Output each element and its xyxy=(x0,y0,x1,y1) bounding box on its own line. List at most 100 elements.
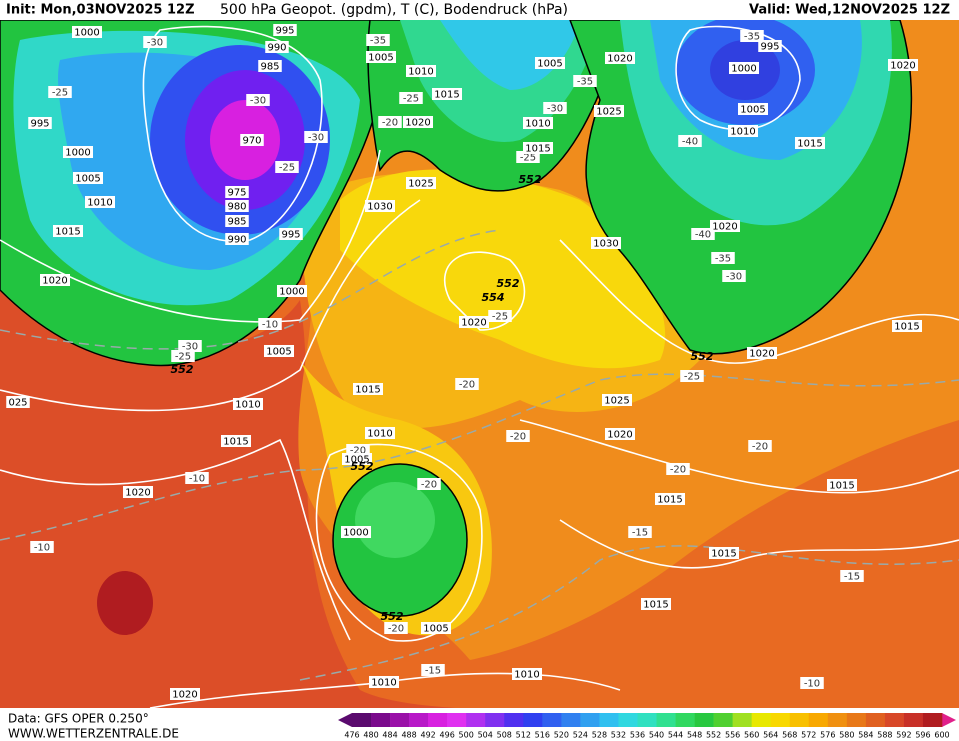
colorbar-label: 524 xyxy=(573,731,588,740)
colorbar-swatch xyxy=(808,713,829,727)
isobar-label-box xyxy=(225,186,249,198)
isobar-label-box xyxy=(40,274,70,286)
isobar xyxy=(0,438,351,641)
website: WWW.WETTERZENTRALE.DE xyxy=(8,727,179,741)
temperature-label-box xyxy=(573,75,597,87)
colorbar-swatch xyxy=(580,713,600,727)
colorbar-swatch xyxy=(485,713,505,727)
colorbar-swatch xyxy=(865,713,886,727)
isobar-label: 1015 xyxy=(223,437,248,448)
temperature-label: -25 xyxy=(492,312,508,323)
colorbar-label: 516 xyxy=(535,731,550,740)
colorbar-label: 592 xyxy=(896,731,911,740)
isobar-label-box xyxy=(728,125,758,137)
isobar-label-box xyxy=(795,137,825,149)
temperature-label: -20 xyxy=(350,446,366,457)
colorbar-swatch xyxy=(922,713,943,727)
isobar-label-box xyxy=(602,394,632,406)
isobar-label: 1005 xyxy=(75,174,100,185)
temperature-label: -35 xyxy=(715,254,731,265)
isobar-label-box xyxy=(758,40,782,52)
temperature-label-box xyxy=(748,440,772,452)
isobar xyxy=(0,149,381,323)
isobar-label-box xyxy=(406,65,436,77)
temperature-label-box xyxy=(275,161,299,173)
isobar-label: 1000 xyxy=(74,28,99,39)
colorbar-label: 600 xyxy=(934,731,949,740)
isobar-label-box xyxy=(170,688,200,700)
isobar-label-box xyxy=(240,134,264,146)
temperature-label-box xyxy=(543,102,567,114)
colorbar-swatch xyxy=(523,713,543,727)
isobar xyxy=(149,672,621,708)
isobar-label-box xyxy=(535,57,565,69)
isobar-label: 990 xyxy=(267,43,286,54)
colorbar-swatch xyxy=(637,713,657,727)
isobar-label-box xyxy=(221,435,251,447)
geopotential-label: 552 xyxy=(351,460,374,473)
isobar-label-box xyxy=(459,316,489,328)
colorbar-label: 560 xyxy=(744,731,759,740)
isobar-label: 1020 xyxy=(712,222,737,233)
temperature-label: -35 xyxy=(370,36,386,47)
colorbar-label: 532 xyxy=(611,731,626,740)
colorbar-label: 580 xyxy=(839,731,854,740)
colorbar-label: 576 xyxy=(820,731,835,740)
temperature-label-box xyxy=(722,270,746,282)
isobar-label-box xyxy=(225,233,249,245)
isobar-label-box xyxy=(605,428,635,440)
temperature-label: -15 xyxy=(632,528,648,539)
isobar-label-box xyxy=(523,117,553,129)
isobar-label-box xyxy=(233,398,263,410)
isobar-label-box xyxy=(123,486,153,498)
colorbar-swatch xyxy=(447,713,467,727)
isobar xyxy=(315,443,483,642)
map: -30-25-30-30-25-35-25-20-30-35-25-40-40-… xyxy=(0,20,959,708)
isobar-label: 1005 xyxy=(740,105,765,116)
init-time: Init: Mon,03NOV2025 12Z xyxy=(6,3,195,18)
temperature-label: -10 xyxy=(189,474,205,485)
geopotential-label: 554 xyxy=(482,291,505,304)
isobar-label-box xyxy=(6,396,30,408)
isobar-label-box xyxy=(738,103,768,115)
temperature-label: -40 xyxy=(695,230,711,241)
temperature-label-box xyxy=(399,92,423,104)
colorbar: 476 480 484 488 492 496 500 504 508 512 516 520 524 5… xyxy=(338,713,956,740)
temperature-label: -25 xyxy=(279,163,295,174)
temperature-label: -15 xyxy=(425,666,441,677)
isobar-label: 970 xyxy=(242,136,261,147)
isobar-label: 1020 xyxy=(607,54,632,65)
temperature-label: -35 xyxy=(744,32,760,43)
temperature-label-box xyxy=(666,463,690,475)
isobar-label-box xyxy=(729,62,759,74)
colorbar-swatch xyxy=(428,713,448,727)
isobar-label: 1020 xyxy=(461,318,486,329)
colorbar-label: 564 xyxy=(763,731,778,740)
isobar-label: 1010 xyxy=(514,670,539,681)
temperature-label: -20 xyxy=(459,380,475,391)
temperature-label-box xyxy=(680,370,704,382)
colorbar-label: 544 xyxy=(668,731,683,740)
temperature-label-box xyxy=(506,430,530,442)
colorbar-label: 556 xyxy=(725,731,740,740)
colorbar-label: 488 xyxy=(401,731,416,740)
temperature-label-box xyxy=(691,228,715,240)
data-source: Data: GFS OPER 0.250° xyxy=(8,712,149,726)
isobar-label: 1025 xyxy=(604,396,629,407)
temperature-label: -20 xyxy=(670,465,686,476)
temperature-label: -25 xyxy=(175,352,191,363)
isobar-label: 1015 xyxy=(797,139,822,150)
colorbar-swatch xyxy=(903,713,924,727)
colorbar-label: 500 xyxy=(459,731,474,740)
isobar-label-box xyxy=(888,59,918,71)
isobar xyxy=(443,251,526,331)
isobar-label-box xyxy=(709,547,739,559)
temperature-label: -10 xyxy=(34,543,50,554)
isobar-label-box xyxy=(265,41,289,53)
isobar-label: 1010 xyxy=(408,67,433,78)
isobar-label: 1000 xyxy=(731,64,756,75)
geopotential-label: 552 xyxy=(171,363,194,376)
isobar-label: 1015 xyxy=(355,385,380,396)
temperature-label: -30 xyxy=(726,272,742,283)
